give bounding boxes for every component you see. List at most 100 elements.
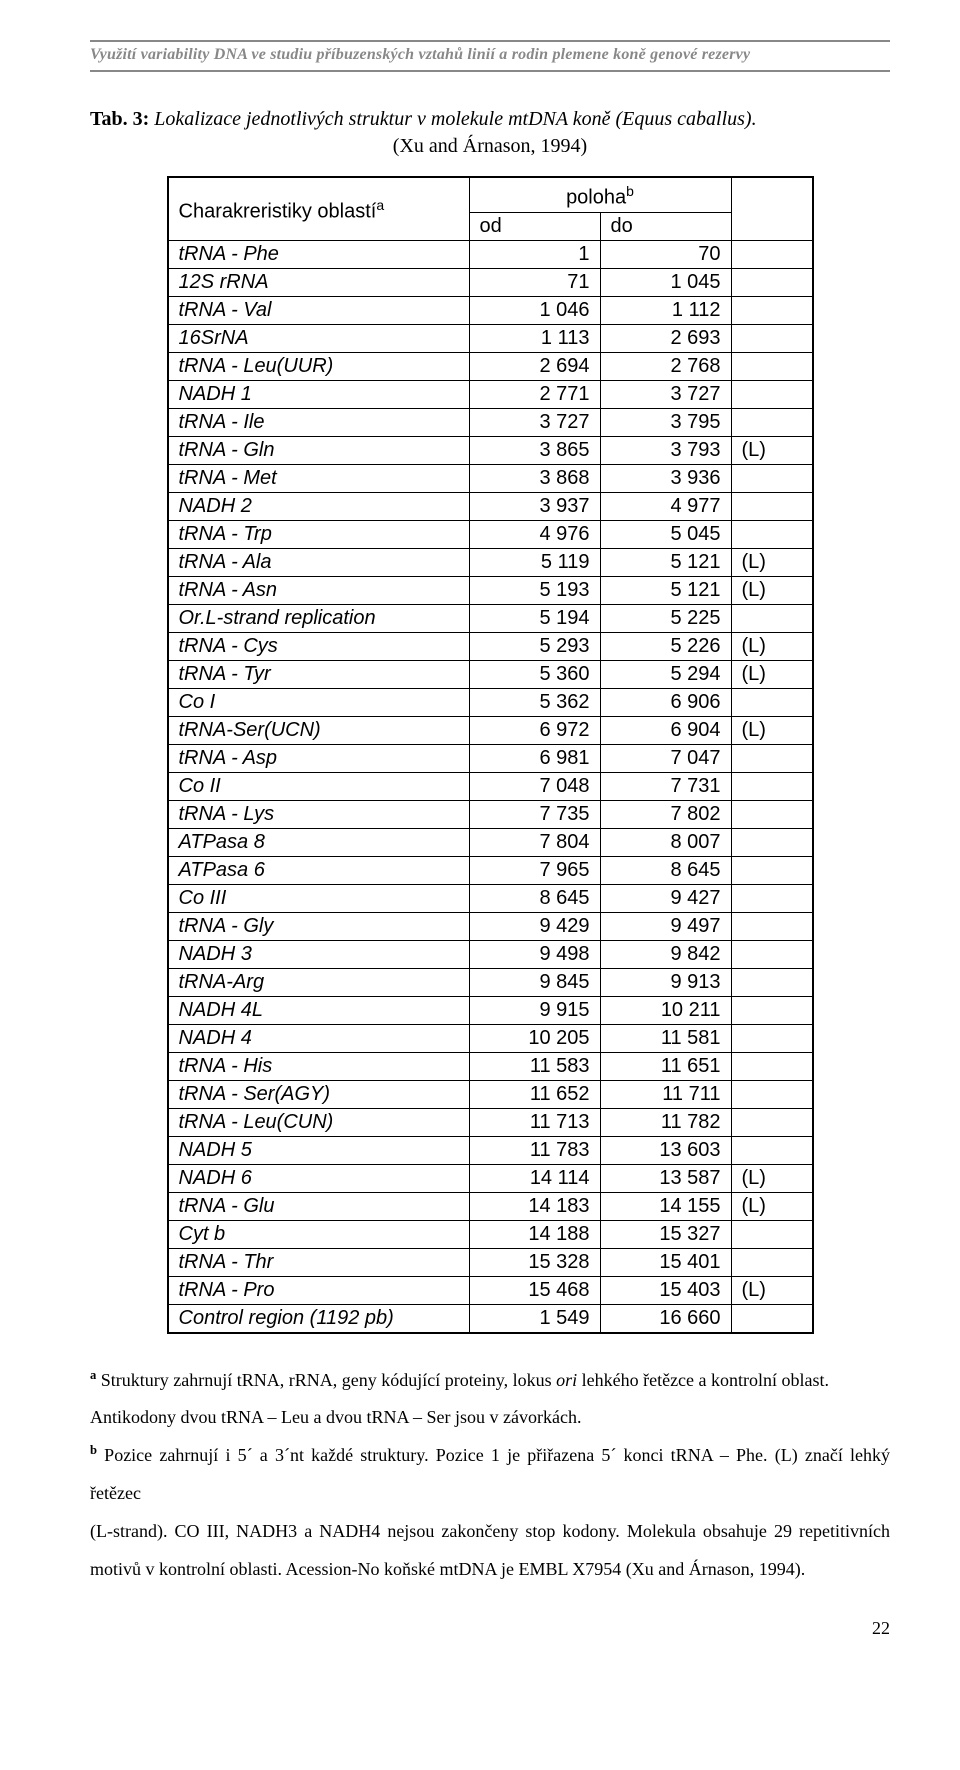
table-row: tRNA - Glu14 18314 155(L) — [168, 1192, 813, 1220]
cell-od: 2 694 — [469, 352, 600, 380]
cell-note — [731, 464, 813, 492]
cell-od: 2 771 — [469, 380, 600, 408]
cell-note — [731, 884, 813, 912]
cell-od: 10 205 — [469, 1024, 600, 1052]
cell-od: 7 965 — [469, 856, 600, 884]
cell-note — [731, 1108, 813, 1136]
cell-note: (L) — [731, 1276, 813, 1304]
footnote-a-line-2: Antikodony dvou tRNA – Leu a dvou tRNA –… — [90, 1399, 890, 1437]
table-row: Control region (1192 pb)1 54916 660 — [168, 1304, 813, 1333]
table-row: 12S rRNA711 045 — [168, 268, 813, 296]
cell-name: NADH 5 — [168, 1136, 470, 1164]
table-row: tRNA - Leu(CUN)11 71311 782 — [168, 1108, 813, 1136]
cell-note: (L) — [731, 716, 813, 744]
cell-name: NADH 1 — [168, 380, 470, 408]
cell-do: 5 294 — [600, 660, 731, 688]
cell-do: 8 007 — [600, 828, 731, 856]
table-row: Or.L-strand replication5 1945 225 — [168, 604, 813, 632]
table-row: tRNA - Thr15 32815 401 — [168, 1248, 813, 1276]
cell-do: 5 226 — [600, 632, 731, 660]
cell-do: 15 327 — [600, 1220, 731, 1248]
cell-od: 15 328 — [469, 1248, 600, 1276]
cell-name: tRNA-Arg — [168, 968, 470, 996]
cell-name: NADH 6 — [168, 1164, 470, 1192]
cell-od: 4 976 — [469, 520, 600, 548]
cell-od: 11 783 — [469, 1136, 600, 1164]
table-row: tRNA - Trp4 9765 045 — [168, 520, 813, 548]
table-row: tRNA - Leu(UUR)2 6942 768 — [168, 352, 813, 380]
cell-do: 3 727 — [600, 380, 731, 408]
cell-do: 6 904 — [600, 716, 731, 744]
cell-do: 7 802 — [600, 800, 731, 828]
cell-do: 9 842 — [600, 940, 731, 968]
table-subtitle: (Xu and Árnason, 1994) — [90, 135, 890, 158]
cell-note — [731, 1080, 813, 1108]
table-row: tRNA - Tyr5 3605 294(L) — [168, 660, 813, 688]
cell-note: (L) — [731, 1192, 813, 1220]
cell-od: 5 194 — [469, 604, 600, 632]
cell-name: tRNA - Ser(AGY) — [168, 1080, 470, 1108]
table-row: NADH 410 20511 581 — [168, 1024, 813, 1052]
table-row: NADH 39 4989 842 — [168, 940, 813, 968]
table-row: Co II7 0487 731 — [168, 772, 813, 800]
cell-note — [731, 1304, 813, 1333]
cell-do: 16 660 — [600, 1304, 731, 1333]
cell-od: 9 429 — [469, 912, 600, 940]
cell-do: 14 155 — [600, 1192, 731, 1220]
col-header-note — [731, 177, 813, 240]
cell-name: tRNA - Thr — [168, 1248, 470, 1276]
cell-do: 11 711 — [600, 1080, 731, 1108]
cell-note — [731, 240, 813, 268]
cell-note: (L) — [731, 548, 813, 576]
cell-note — [731, 688, 813, 716]
cell-od: 3 727 — [469, 408, 600, 436]
cell-do: 5 225 — [600, 604, 731, 632]
cell-do: 10 211 — [600, 996, 731, 1024]
cell-name: tRNA - Val — [168, 296, 470, 324]
cell-note — [731, 520, 813, 548]
table-row: tRNA - Cys5 2935 226(L) — [168, 632, 813, 660]
cell-name: tRNA - Glu — [168, 1192, 470, 1220]
cell-od: 11 713 — [469, 1108, 600, 1136]
col-header-poloha: polohab — [469, 177, 731, 212]
cell-note — [731, 828, 813, 856]
table-row: tRNA - Pro15 46815 403(L) — [168, 1276, 813, 1304]
cell-note: (L) — [731, 436, 813, 464]
cell-name: Co III — [168, 884, 470, 912]
cell-od: 1 — [469, 240, 600, 268]
cell-name: ATPasa 8 — [168, 828, 470, 856]
cell-od: 15 468 — [469, 1276, 600, 1304]
caption-text: Lokalizace jednotlivých struktur v molek… — [154, 108, 756, 130]
footnote-a-text-2: lehkého řetězce a kontrolní oblast. — [577, 1370, 829, 1390]
cell-note — [731, 856, 813, 884]
cell-name: tRNA - Tyr — [168, 660, 470, 688]
table-row: 16SrNA1 1132 693 — [168, 324, 813, 352]
cell-note — [731, 744, 813, 772]
cell-note — [731, 1136, 813, 1164]
cell-do: 3 795 — [600, 408, 731, 436]
table-row: tRNA - Asn5 1935 121(L) — [168, 576, 813, 604]
footnote-a-ori: ori — [556, 1370, 577, 1390]
cell-do: 2 693 — [600, 324, 731, 352]
cell-do: 11 782 — [600, 1108, 731, 1136]
table-row: tRNA - Gly9 4299 497 — [168, 912, 813, 940]
cell-name: tRNA - Pro — [168, 1276, 470, 1304]
cell-name: tRNA - Gly — [168, 912, 470, 940]
cell-name: tRNA - His — [168, 1052, 470, 1080]
table-row: tRNA-Ser(UCN)6 9726 904(L) — [168, 716, 813, 744]
footnote-b-sup: b — [90, 1443, 97, 1457]
cell-do: 2 768 — [600, 352, 731, 380]
cell-do: 15 401 — [600, 1248, 731, 1276]
cell-name: tRNA - Met — [168, 464, 470, 492]
col-header-region-sup: a — [376, 197, 384, 213]
cell-note — [731, 1024, 813, 1052]
cell-note — [731, 408, 813, 436]
cell-do: 1 045 — [600, 268, 731, 296]
cell-od: 5 360 — [469, 660, 600, 688]
cell-note — [731, 380, 813, 408]
cell-do: 13 603 — [600, 1136, 731, 1164]
cell-note: (L) — [731, 576, 813, 604]
cell-do: 4 977 — [600, 492, 731, 520]
caption-prefix: Tab. 3: — [90, 108, 154, 130]
mtDNA-table: Charakreristiky oblastía polohab od do t… — [167, 176, 814, 1334]
